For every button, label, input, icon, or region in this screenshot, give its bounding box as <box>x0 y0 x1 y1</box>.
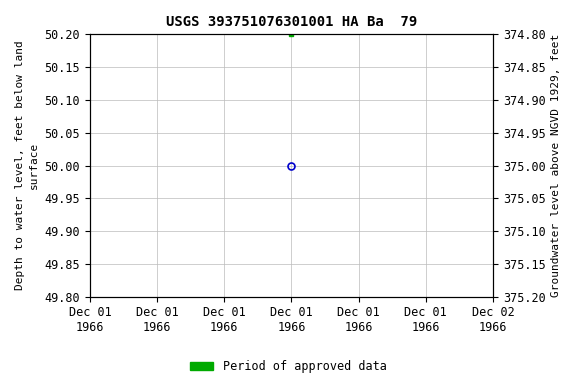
Y-axis label: Depth to water level, feet below land
surface: Depth to water level, feet below land su… <box>15 41 39 290</box>
Legend: Period of approved data: Period of approved data <box>185 356 391 378</box>
Y-axis label: Groundwater level above NGVD 1929, feet: Groundwater level above NGVD 1929, feet <box>551 34 561 297</box>
Title: USGS 393751076301001 HA Ba  79: USGS 393751076301001 HA Ba 79 <box>166 15 417 29</box>
